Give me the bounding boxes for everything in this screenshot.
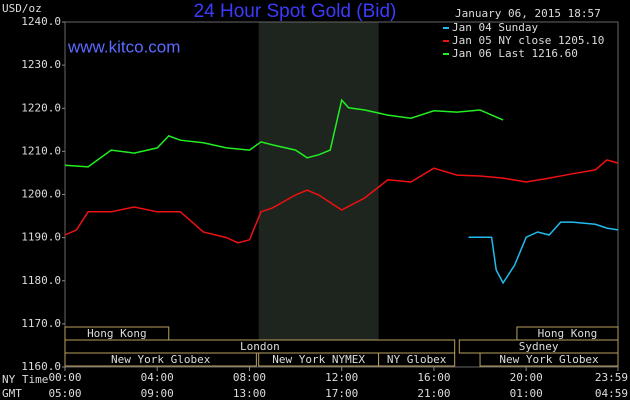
x-tick-label: 16:00 xyxy=(417,371,450,384)
x-tick-label: 08:00 xyxy=(233,371,266,384)
x-tick-label: 23:59 xyxy=(595,371,628,384)
legend-label: Jan 05 NY close 1205.10 xyxy=(452,34,604,47)
session-label: New York NYMEX xyxy=(272,353,365,366)
x-tick-label: 05:00 xyxy=(48,387,81,400)
legend-label: Jan 06 Last 1216.60 xyxy=(452,47,578,60)
y-tick-label: 1160.0 xyxy=(21,360,61,373)
x-tick-label: 12:00 xyxy=(325,371,358,384)
x-tick-label: 09:00 xyxy=(141,387,174,400)
y-tick-label: 1210.0 xyxy=(21,144,61,157)
session-box xyxy=(378,352,456,367)
y-tick-label: 1170.0 xyxy=(21,317,61,330)
session-label: NY Globex xyxy=(387,353,447,366)
line xyxy=(468,221,619,285)
x-tick-label: 17:00 xyxy=(325,387,358,400)
y-tick-label: 1240.0 xyxy=(21,15,61,28)
x-tick-label: 00:00 xyxy=(48,371,81,384)
y-tick-label: 1190.0 xyxy=(21,231,61,244)
y-tick-label: 1200.0 xyxy=(21,188,61,201)
legend-label: Jan 04 Sunday xyxy=(452,21,538,34)
x-tick-label: 04:00 xyxy=(141,371,174,384)
y-axis-label: USD/oz xyxy=(2,2,42,15)
session-label: Hong Kong xyxy=(87,327,147,340)
session-label: Hong Kong xyxy=(538,327,598,340)
x-tick-label: 20:00 xyxy=(510,371,543,384)
y-tick-label: 1220.0 xyxy=(21,101,61,114)
x2-axis-label: GMT xyxy=(2,387,22,400)
line xyxy=(64,98,504,168)
line xyxy=(64,159,619,244)
session-box xyxy=(64,352,257,367)
session-label: New York Globex xyxy=(499,353,599,366)
x-axis-label: NY Time xyxy=(2,373,48,386)
session-label: Sydney xyxy=(519,340,559,353)
x-tick-label: 21:00 xyxy=(417,387,450,400)
website: www.kitco.com xyxy=(67,37,180,56)
y-tick-label: 1180.0 xyxy=(21,274,61,287)
chart-title: 24 Hour Spot Gold (Bid) xyxy=(194,1,397,22)
x-tick-label: 04:59 xyxy=(595,387,628,400)
session-box xyxy=(479,352,619,367)
timestamp: January 06, 2015 18:57 xyxy=(455,7,601,20)
session-label: New York Globex xyxy=(111,353,211,366)
y-tick-label: 1230.0 xyxy=(21,58,61,71)
x-tick-label: 13:00 xyxy=(233,387,266,400)
session-label: London xyxy=(240,340,280,353)
x-tick-label: 01:00 xyxy=(510,387,543,400)
